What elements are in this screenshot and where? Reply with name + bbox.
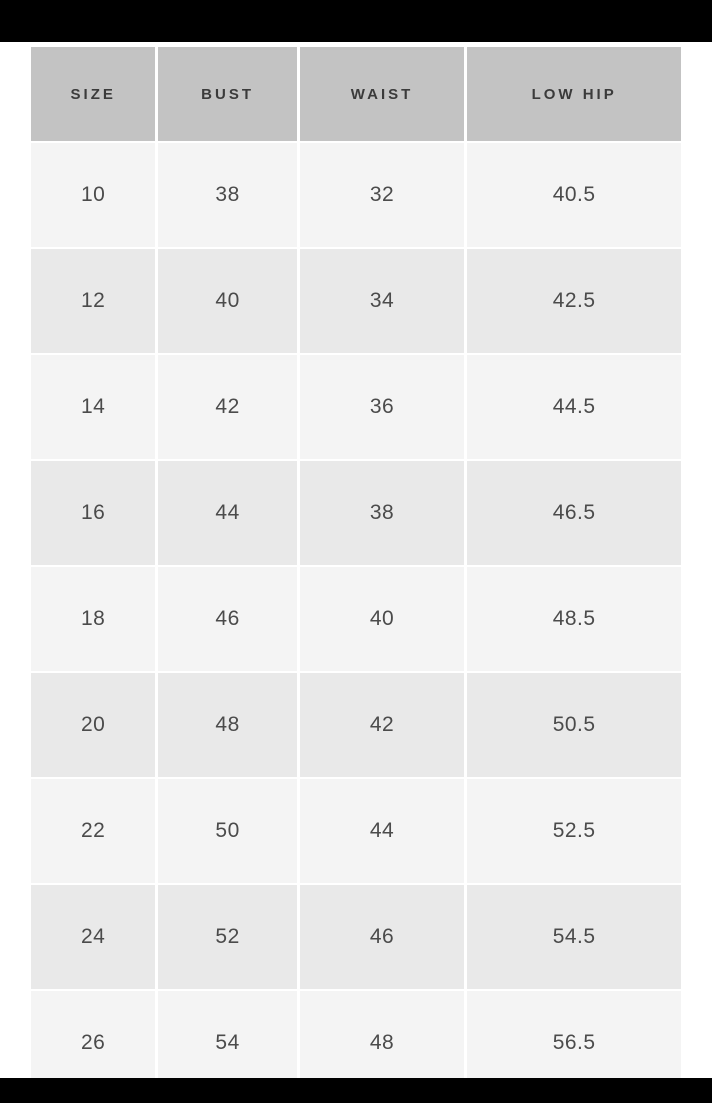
cell-bust: 40 [158, 249, 297, 353]
letterbox-bar-bottom [0, 1078, 712, 1103]
cell-bust: 54 [158, 991, 297, 1095]
size-chart-body: 10 38 32 40.5 12 40 34 42.5 14 42 36 44.… [31, 143, 681, 1095]
cell-hip: 48.5 [467, 567, 681, 671]
column-header-size: SIZE [31, 47, 156, 141]
cell-waist: 38 [299, 461, 465, 565]
cell-waist: 40 [299, 567, 465, 671]
column-header-bust: BUST [158, 47, 297, 141]
column-header-waist: WAIST [299, 47, 465, 141]
cell-waist: 42 [299, 673, 465, 777]
cell-waist: 46 [299, 885, 465, 989]
cell-bust: 50 [158, 779, 297, 883]
table-row: 24 52 46 54.5 [31, 885, 681, 989]
cell-waist: 36 [299, 355, 465, 459]
header-row: SIZE BUST WAIST LOW HIP [31, 47, 681, 141]
cell-size: 22 [31, 779, 156, 883]
cell-bust: 48 [158, 673, 297, 777]
cell-bust: 44 [158, 461, 297, 565]
cell-size: 10 [31, 143, 156, 247]
cell-size: 24 [31, 885, 156, 989]
cell-waist: 34 [299, 249, 465, 353]
table-row: 22 50 44 52.5 [31, 779, 681, 883]
table-row: 12 40 34 42.5 [31, 249, 681, 353]
cell-bust: 38 [158, 143, 297, 247]
table-row: 18 46 40 48.5 [31, 567, 681, 671]
column-header-hip: LOW HIP [467, 47, 681, 141]
cell-hip: 46.5 [467, 461, 681, 565]
table-row: 20 48 42 50.5 [31, 673, 681, 777]
size-chart-table: SIZE BUST WAIST LOW HIP 10 38 32 40.5 12… [28, 45, 684, 1097]
cell-hip: 52.5 [467, 779, 681, 883]
size-chart-header: SIZE BUST WAIST LOW HIP [31, 47, 681, 141]
table-row: 14 42 36 44.5 [31, 355, 681, 459]
cell-bust: 42 [158, 355, 297, 459]
cell-hip: 42.5 [467, 249, 681, 353]
cell-waist: 48 [299, 991, 465, 1095]
cell-size: 20 [31, 673, 156, 777]
cell-hip: 56.5 [467, 991, 681, 1095]
cell-hip: 40.5 [467, 143, 681, 247]
table-row: 10 38 32 40.5 [31, 143, 681, 247]
cell-waist: 44 [299, 779, 465, 883]
table-row: 26 54 48 56.5 [31, 991, 681, 1095]
letterbox-bar-top [0, 0, 712, 42]
cell-hip: 44.5 [467, 355, 681, 459]
cell-size: 18 [31, 567, 156, 671]
cell-size: 14 [31, 355, 156, 459]
cell-size: 12 [31, 249, 156, 353]
cell-hip: 54.5 [467, 885, 681, 989]
cell-hip: 50.5 [467, 673, 681, 777]
cell-waist: 32 [299, 143, 465, 247]
cell-size: 16 [31, 461, 156, 565]
table-row: 16 44 38 46.5 [31, 461, 681, 565]
cell-bust: 46 [158, 567, 297, 671]
cell-bust: 52 [158, 885, 297, 989]
cell-size: 26 [31, 991, 156, 1095]
